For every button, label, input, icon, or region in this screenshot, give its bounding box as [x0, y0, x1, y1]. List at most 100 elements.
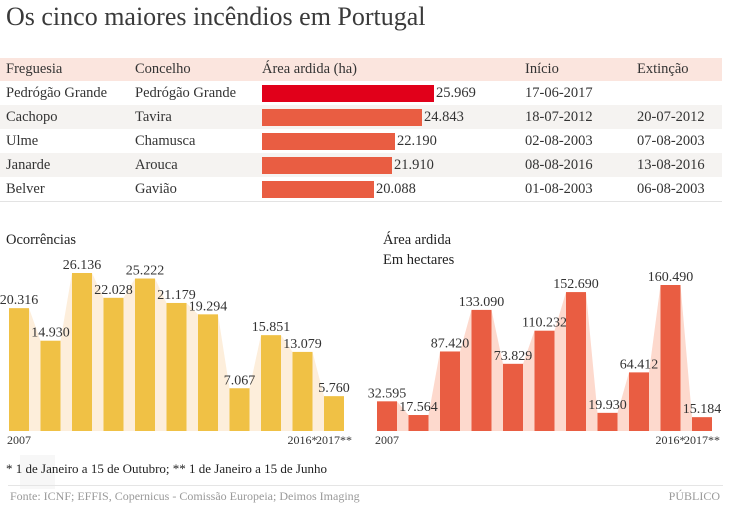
table-row: Cachopo Tavira 24.843 18-07-2012 20-07-2012: [0, 105, 722, 129]
cell-concelho: Pedrógão Grande: [135, 84, 237, 101]
bar-2008: [408, 415, 429, 431]
ocorrencias-svg: 20.316 2007 14.930 26.136 22.028 25.222 21.179…: [0, 258, 352, 447]
area-bar: [262, 108, 422, 126]
cell-concelho: Gavião: [129, 177, 256, 202]
table-row: Belver Gavião 20.088 01-08-2003 06-08-2003: [0, 177, 722, 202]
area-bar: [262, 180, 374, 198]
data-label: 64.412: [620, 357, 659, 372]
bar-2012: [166, 302, 187, 431]
area-ardida-chart: Área ardida Em hectares 32.595 2007 17.564…: [365, 228, 747, 453]
bar-2011: [135, 278, 155, 431]
page-title: Os cinco maiores incêndios em Portugal: [6, 2, 426, 31]
bar-2009: [440, 351, 460, 431]
header-inicio: Início: [519, 58, 631, 81]
cell-freguesia: Pedrógão Grande: [6, 84, 108, 101]
bar-2013: [566, 292, 586, 431]
bar-2009: [72, 273, 92, 431]
bar-2012: [534, 330, 555, 431]
cell-area: 21.910: [256, 153, 519, 177]
area-ardida-svg: 32.595 2007 17.564 87.420 133.090 73.829 110.2…: [368, 270, 722, 447]
cell-freguesia: Cachopo: [0, 105, 129, 129]
overlay-artifact: [20, 455, 55, 489]
cell-concelho: Tavira: [129, 105, 256, 129]
data-label: 21.179: [157, 288, 196, 303]
header-freguesia: Freguesia: [0, 58, 129, 81]
data-label: 15.184: [683, 402, 722, 417]
chart-title: Área ardida: [383, 232, 452, 248]
bar-2017**: [692, 417, 712, 431]
table-header-row: Freguesia Concelho Área ardida (ha) Iníc…: [0, 58, 722, 81]
data-label: 20.316: [0, 293, 38, 308]
data-label: 15.851: [252, 320, 291, 335]
area-value: 22.190: [397, 132, 437, 149]
cell-inicio: 18-07-2012: [519, 105, 631, 129]
x-tick-label: 2017**: [684, 433, 720, 447]
divider: [8, 485, 723, 486]
cell-freguesia: Belver: [0, 177, 129, 202]
bar-2013: [198, 314, 218, 431]
x-tick-label: 2017**: [316, 433, 352, 447]
data-label: 22.028: [94, 283, 133, 298]
data-label: 133.090: [459, 295, 505, 310]
data-label: 19.294: [189, 299, 228, 314]
area-value: 20.088: [376, 180, 416, 197]
cell-extincao: 07-08-2003: [637, 132, 705, 149]
data-label: 7.067: [224, 373, 256, 388]
bar-2008: [40, 340, 61, 431]
header-concelho: Concelho: [129, 58, 256, 81]
cell-inicio: 01-08-2003: [519, 177, 631, 202]
data-label: 19.930: [588, 398, 627, 413]
bar-2015: [629, 372, 649, 431]
header-extincao: Extinção: [631, 58, 722, 81]
data-label: 32.595: [368, 386, 407, 401]
area-bar: [262, 156, 392, 174]
source-text: Fonte: ICNF; EFFIS, Copernicus - Comissã…: [10, 489, 360, 503]
area-value: 24.843: [424, 108, 464, 125]
chart-title: Ocorrências: [6, 232, 77, 248]
header-area: Área ardida (ha): [256, 58, 519, 81]
cell-area: 22.190: [256, 129, 519, 153]
x-tick-label: 2007: [7, 433, 31, 447]
bar-2014: [597, 412, 618, 431]
cell-freguesia: Janarde: [0, 153, 129, 177]
cell-inicio: 17-06-2017: [525, 84, 593, 101]
table-row: Janarde Arouca 21.910 08-08-2016 13-08-2016: [0, 153, 722, 177]
footnote: * 1 de Janeiro a 15 de Outubro; ** 1 de …: [6, 461, 327, 476]
x-tick-label: 2016*: [288, 433, 318, 447]
data-label: 13.079: [283, 337, 322, 352]
cell-area: 20.088: [256, 177, 519, 202]
data-label: 73.829: [494, 349, 533, 364]
data-label: 110.232: [522, 316, 567, 331]
cell-freguesia: Ulme: [6, 132, 39, 149]
data-label: 17.564: [399, 400, 438, 415]
cell-inicio: 08-08-2016: [519, 153, 631, 177]
fires-table: Freguesia Concelho Área ardida (ha) Iníc…: [0, 58, 722, 202]
cell-extincao: 06-08-2003: [631, 177, 722, 202]
bar-2016*: [660, 285, 681, 431]
bar-2007: [9, 308, 29, 431]
data-label: 87.420: [431, 336, 470, 351]
table-row: Ulme Chamusca 22.190 02-08-2003 07-08-2003: [0, 129, 722, 153]
area-value: 25.969: [436, 84, 476, 101]
cell-area: 24.843: [256, 105, 519, 129]
bar-2011: [503, 363, 523, 431]
area-bar: [262, 132, 395, 150]
table-row: Pedrógão Grande Pedrógão Grande 25.969 17-0…: [0, 81, 722, 105]
cell-inicio: 02-08-2003: [525, 132, 593, 149]
data-label: 26.136: [63, 258, 102, 273]
cell-extincao: 20-07-2012: [631, 105, 722, 129]
data-label: 152.690: [553, 277, 599, 292]
bar-2017**: [324, 396, 344, 431]
data-label: 160.490: [648, 270, 694, 285]
bar-2007: [377, 401, 397, 431]
area-value: 21.910: [394, 156, 434, 173]
x-tick-label: 2007: [375, 433, 399, 447]
cell-extincao: [631, 81, 722, 105]
cell-area: 25.969: [256, 81, 519, 105]
bar-2016*: [292, 351, 313, 431]
ocorrencias-chart: Ocorrências 20.316 2007 14.930 26.136 22.028…: [0, 228, 365, 453]
chart-subtitle: Em hectares: [383, 252, 455, 268]
data-label: 14.930: [31, 326, 70, 341]
data-label: 5.760: [318, 381, 350, 396]
data-label: 25.222: [126, 264, 165, 279]
